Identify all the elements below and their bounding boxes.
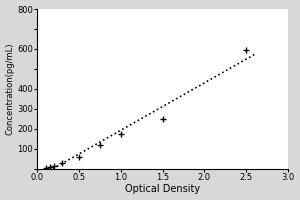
Y-axis label: Concentration(pg/mL): Concentration(pg/mL) bbox=[6, 43, 15, 135]
X-axis label: Optical Density: Optical Density bbox=[125, 184, 200, 194]
